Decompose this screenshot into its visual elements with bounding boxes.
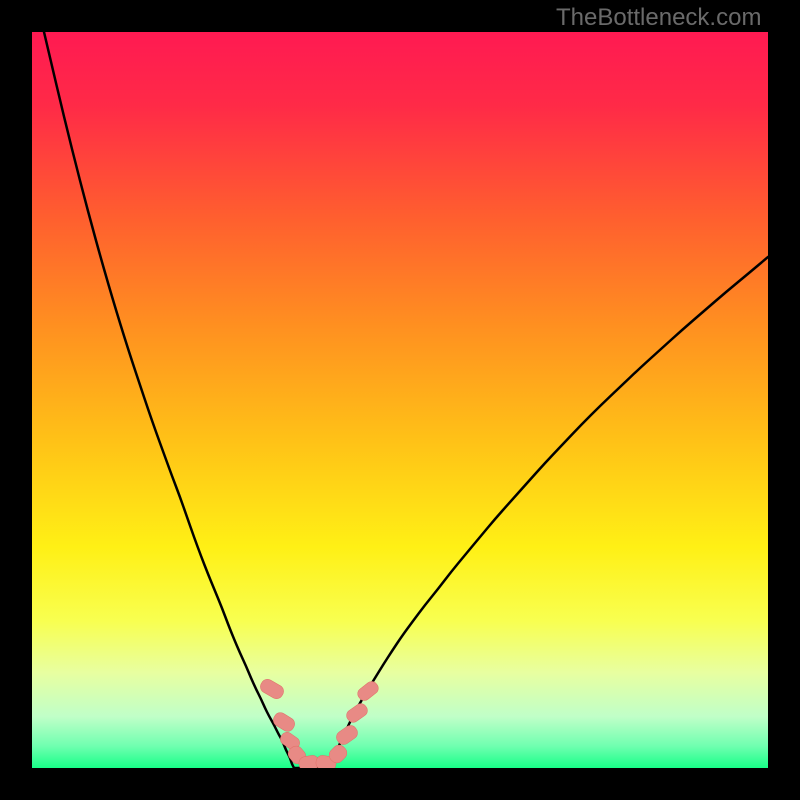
marker-1 (271, 710, 297, 734)
chart-svg (32, 32, 768, 768)
marker-0 (258, 677, 286, 701)
marker-9 (355, 679, 380, 703)
plot-area (32, 32, 768, 768)
curve-left_curve (44, 32, 294, 768)
curve-right_curve (332, 257, 768, 768)
marker-7 (334, 723, 360, 747)
watermark-text: TheBottleneck.com (556, 4, 761, 32)
marker-8 (344, 701, 369, 724)
